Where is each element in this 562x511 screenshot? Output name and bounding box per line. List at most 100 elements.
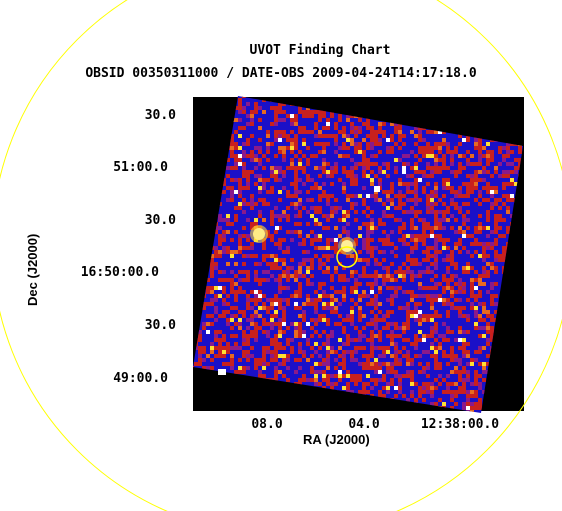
noise-pixel [242,126,246,130]
noise-pixel [482,270,486,274]
noise-pixel [370,170,374,174]
noise-pixel [234,294,238,298]
noise-pixel [478,214,482,218]
noise-pixel [334,246,338,250]
noise-pixel [442,278,446,282]
stars [218,186,380,375]
noise-pixel [330,294,334,298]
noise-pixel [306,210,310,214]
noise-pixel [354,326,358,330]
noise-pixel [498,150,502,154]
noise-pixel [294,326,298,330]
noise-pixel [338,130,342,134]
noise-pixel [374,314,378,318]
noise-pixel [362,390,366,394]
noise-pixel [458,386,462,390]
noise-pixel [370,194,374,198]
noise-pixel [446,218,450,222]
noise-pixel [210,346,214,350]
noise-pixel [242,254,246,258]
noise-pixel [494,166,498,170]
noise-pixel [294,358,298,362]
noise-pixel [246,350,250,354]
noise-pixel [410,198,414,202]
y-tick-label: 51:00.0 [113,160,168,175]
noise-pixel [282,318,286,322]
noise-pixel [370,146,374,150]
noise-pixel [314,342,318,346]
noise-pixel [470,382,474,386]
noise-pixel [254,202,258,206]
noise-pixel [250,318,254,322]
noise-pixel [446,206,450,210]
noise-pixel [478,402,482,406]
noise-pixel [302,206,306,210]
noise-pixel [234,146,238,150]
noise-pixel [474,326,478,330]
noise-pixel [234,178,238,182]
noise-pixel [318,166,322,170]
noise-pixel [458,162,462,166]
noise-pixel [434,186,438,190]
noise-pixel [498,254,502,258]
noise-pixel [282,306,286,310]
noise-pixel [458,190,462,194]
noise-pixel [430,154,434,158]
noise-pixel [334,322,338,326]
noise-pixel [434,218,438,222]
noise-pixel [374,270,378,274]
noise-pixel [230,222,234,226]
noise-pixel [442,162,446,166]
noise-pixel [262,302,266,306]
noise-pixel [466,398,470,402]
noise-pixel [454,194,458,198]
noise-pixel [234,298,238,302]
noise-pixel [242,226,246,230]
noise-pixel [462,314,466,318]
noise-pixel [270,234,274,238]
noise-pixel [246,294,250,298]
noise-pixel [478,282,482,286]
noise-pixel [402,274,406,278]
noise-pixel [466,194,470,198]
noise-pixel [206,286,210,290]
noise-pixel [438,374,442,378]
noise-pixel [366,222,370,226]
noise-pixel [358,314,362,318]
noise-pixel [290,346,294,350]
noise-pixel [274,322,278,326]
noise-pixel [434,214,438,218]
noise-pixel [402,278,406,282]
noise-pixel [354,374,358,378]
noise-pixel [446,238,450,242]
noise-pixel [466,218,470,222]
noise-pixel [426,294,430,298]
noise-pixel [222,338,226,342]
noise-pixel [362,274,366,278]
noise-pixel [354,242,358,246]
noise-pixel [470,286,474,290]
noise-pixel [410,298,414,302]
noise-pixel [238,134,242,138]
noise-pixel [438,250,442,254]
noise-pixel [474,358,478,362]
noise-pixel [482,282,486,286]
noise-pixel [334,122,338,126]
noise-pixel [382,258,386,262]
noise-pixel [346,382,350,386]
noise-pixel [418,394,422,398]
noise-pixel [402,202,406,206]
noise-pixel [430,326,434,330]
noise-pixel [342,134,346,138]
noise-pixel [226,218,230,222]
noise-pixel [234,218,238,222]
noise-pixel [238,366,242,370]
noise-pixel [238,242,242,246]
noise-pixel [414,170,418,174]
noise-pixel [414,306,418,310]
noise-pixel [446,210,450,214]
noise-pixel [274,170,278,174]
noise-pixel [294,222,298,226]
noise-pixel [490,314,494,318]
noise-pixel [258,294,262,298]
